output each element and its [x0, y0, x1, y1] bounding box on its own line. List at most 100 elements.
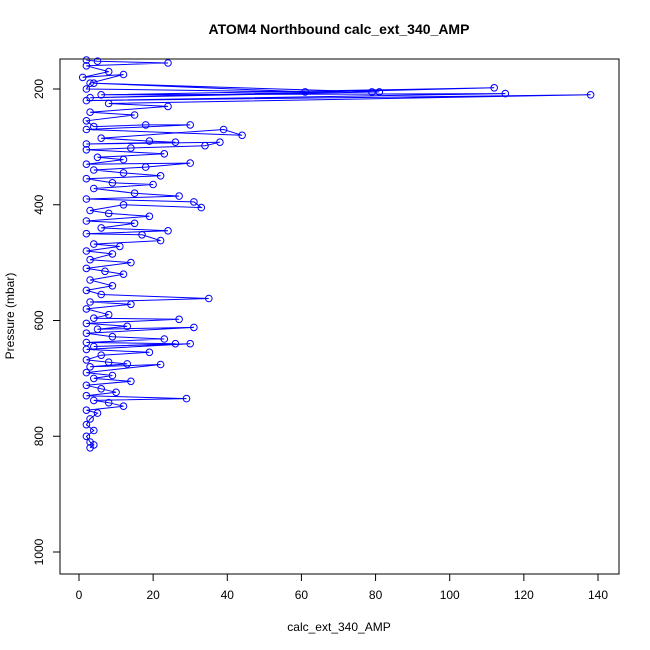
data-point — [82, 229, 91, 238]
data-point — [90, 426, 98, 435]
data-point — [82, 125, 91, 134]
data-point — [238, 131, 246, 140]
chart-title: ATOM4 Northbound calc_ext_340_AMP — [209, 21, 470, 37]
data-point — [86, 79, 94, 87]
data-point — [186, 339, 194, 348]
data-point — [141, 163, 150, 171]
data-point — [127, 300, 135, 309]
x-tick-label: 140 — [588, 588, 608, 602]
data-point — [97, 290, 105, 299]
data-point — [90, 374, 98, 383]
data-point — [145, 348, 154, 357]
data-point — [145, 137, 154, 145]
data-point — [82, 160, 91, 168]
data-point — [93, 57, 102, 66]
data-point — [501, 89, 510, 98]
data-point — [97, 134, 105, 142]
data-point — [197, 203, 206, 212]
data-point — [82, 247, 91, 255]
data-point — [93, 409, 102, 417]
data-point — [186, 121, 194, 129]
data-point — [108, 332, 117, 341]
y-tick-label: 600 — [32, 310, 46, 330]
data-point — [86, 276, 94, 284]
data-point — [145, 212, 154, 221]
data-point — [138, 231, 146, 239]
data-point — [97, 91, 105, 99]
data-point — [171, 138, 180, 146]
data-point — [160, 150, 169, 158]
data-point — [101, 267, 109, 276]
data-point — [119, 402, 128, 411]
x-tick-label: 40 — [221, 588, 235, 602]
data-point — [90, 240, 98, 248]
x-tick-label: 80 — [369, 588, 383, 602]
data-point — [156, 360, 165, 369]
data-point — [175, 315, 183, 324]
data-point — [90, 342, 98, 351]
data-point — [164, 59, 172, 67]
data-point — [93, 153, 102, 162]
data-point — [141, 121, 150, 129]
data-point — [90, 184, 98, 193]
data-point — [164, 102, 172, 111]
data-point — [156, 236, 165, 245]
data-point — [86, 298, 94, 306]
data-point — [112, 388, 120, 397]
data-point — [123, 322, 131, 331]
data-point — [86, 108, 94, 116]
data-point — [149, 180, 157, 189]
data-point — [190, 323, 198, 332]
plot-frame — [59, 58, 620, 575]
data-point — [586, 91, 595, 99]
data-point — [127, 377, 135, 386]
data-point — [86, 415, 94, 423]
data-point — [86, 255, 94, 264]
data-point — [86, 444, 94, 452]
data-point — [82, 420, 91, 429]
data-point — [119, 155, 128, 164]
y-axis: 200 400 600 800 1000 — [32, 79, 61, 565]
data-point — [116, 242, 124, 251]
series-line — [82, 59, 591, 449]
data-point — [375, 88, 384, 96]
data-point — [119, 70, 128, 79]
data-point — [119, 270, 128, 279]
data-point — [108, 250, 117, 258]
data-point — [490, 84, 499, 92]
x-axis: 0 20 40 60 80 100 120 140 — [76, 573, 608, 602]
data-point — [104, 67, 113, 76]
data-point — [82, 174, 91, 183]
data-point — [219, 125, 228, 134]
data-point — [130, 111, 139, 119]
data-point — [82, 96, 91, 105]
data-point — [82, 319, 91, 328]
data-point — [201, 141, 209, 150]
data-point — [82, 345, 91, 354]
data-point — [119, 169, 128, 177]
data-point — [82, 85, 91, 93]
data-point — [82, 368, 91, 377]
y-axis-label: Pressure (mbar) — [3, 273, 17, 360]
data-point — [182, 394, 191, 403]
data-point — [97, 351, 105, 360]
data-point — [93, 325, 102, 334]
data-point — [90, 122, 98, 131]
y-tick-label: 1000 — [32, 538, 46, 565]
data-point — [82, 62, 91, 70]
x-tick-label: 100 — [440, 588, 460, 602]
data-point — [160, 335, 169, 343]
data-point — [82, 140, 91, 148]
data-point — [82, 406, 91, 415]
data-point — [186, 159, 194, 167]
data-point — [119, 201, 128, 209]
data-point — [171, 339, 180, 348]
data-point — [108, 282, 117, 290]
data-point — [90, 314, 98, 323]
x-axis-label: calc_ext_340_AMP — [287, 620, 390, 634]
data-point — [82, 286, 91, 295]
data-point — [190, 198, 198, 206]
data-point — [127, 258, 135, 267]
data-point — [97, 385, 105, 393]
